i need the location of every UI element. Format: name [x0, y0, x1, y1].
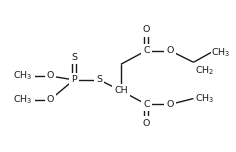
Text: CH$_2$: CH$_2$ [195, 64, 215, 77]
Text: CH$_3$: CH$_3$ [211, 46, 231, 59]
Text: O: O [166, 46, 174, 55]
Text: O: O [47, 71, 54, 81]
Text: CH: CH [114, 86, 128, 95]
Text: O: O [143, 25, 150, 35]
Text: S: S [71, 53, 77, 62]
Text: C: C [143, 46, 150, 55]
Text: C: C [143, 100, 150, 109]
Text: S: S [96, 75, 102, 84]
Text: CH$_3$: CH$_3$ [195, 92, 215, 105]
Text: P: P [71, 75, 77, 84]
Text: CH$_3$: CH$_3$ [13, 93, 33, 106]
Text: O: O [47, 95, 54, 104]
Text: O: O [143, 119, 150, 128]
Text: CH$_3$: CH$_3$ [13, 70, 33, 82]
Text: O: O [166, 100, 174, 109]
